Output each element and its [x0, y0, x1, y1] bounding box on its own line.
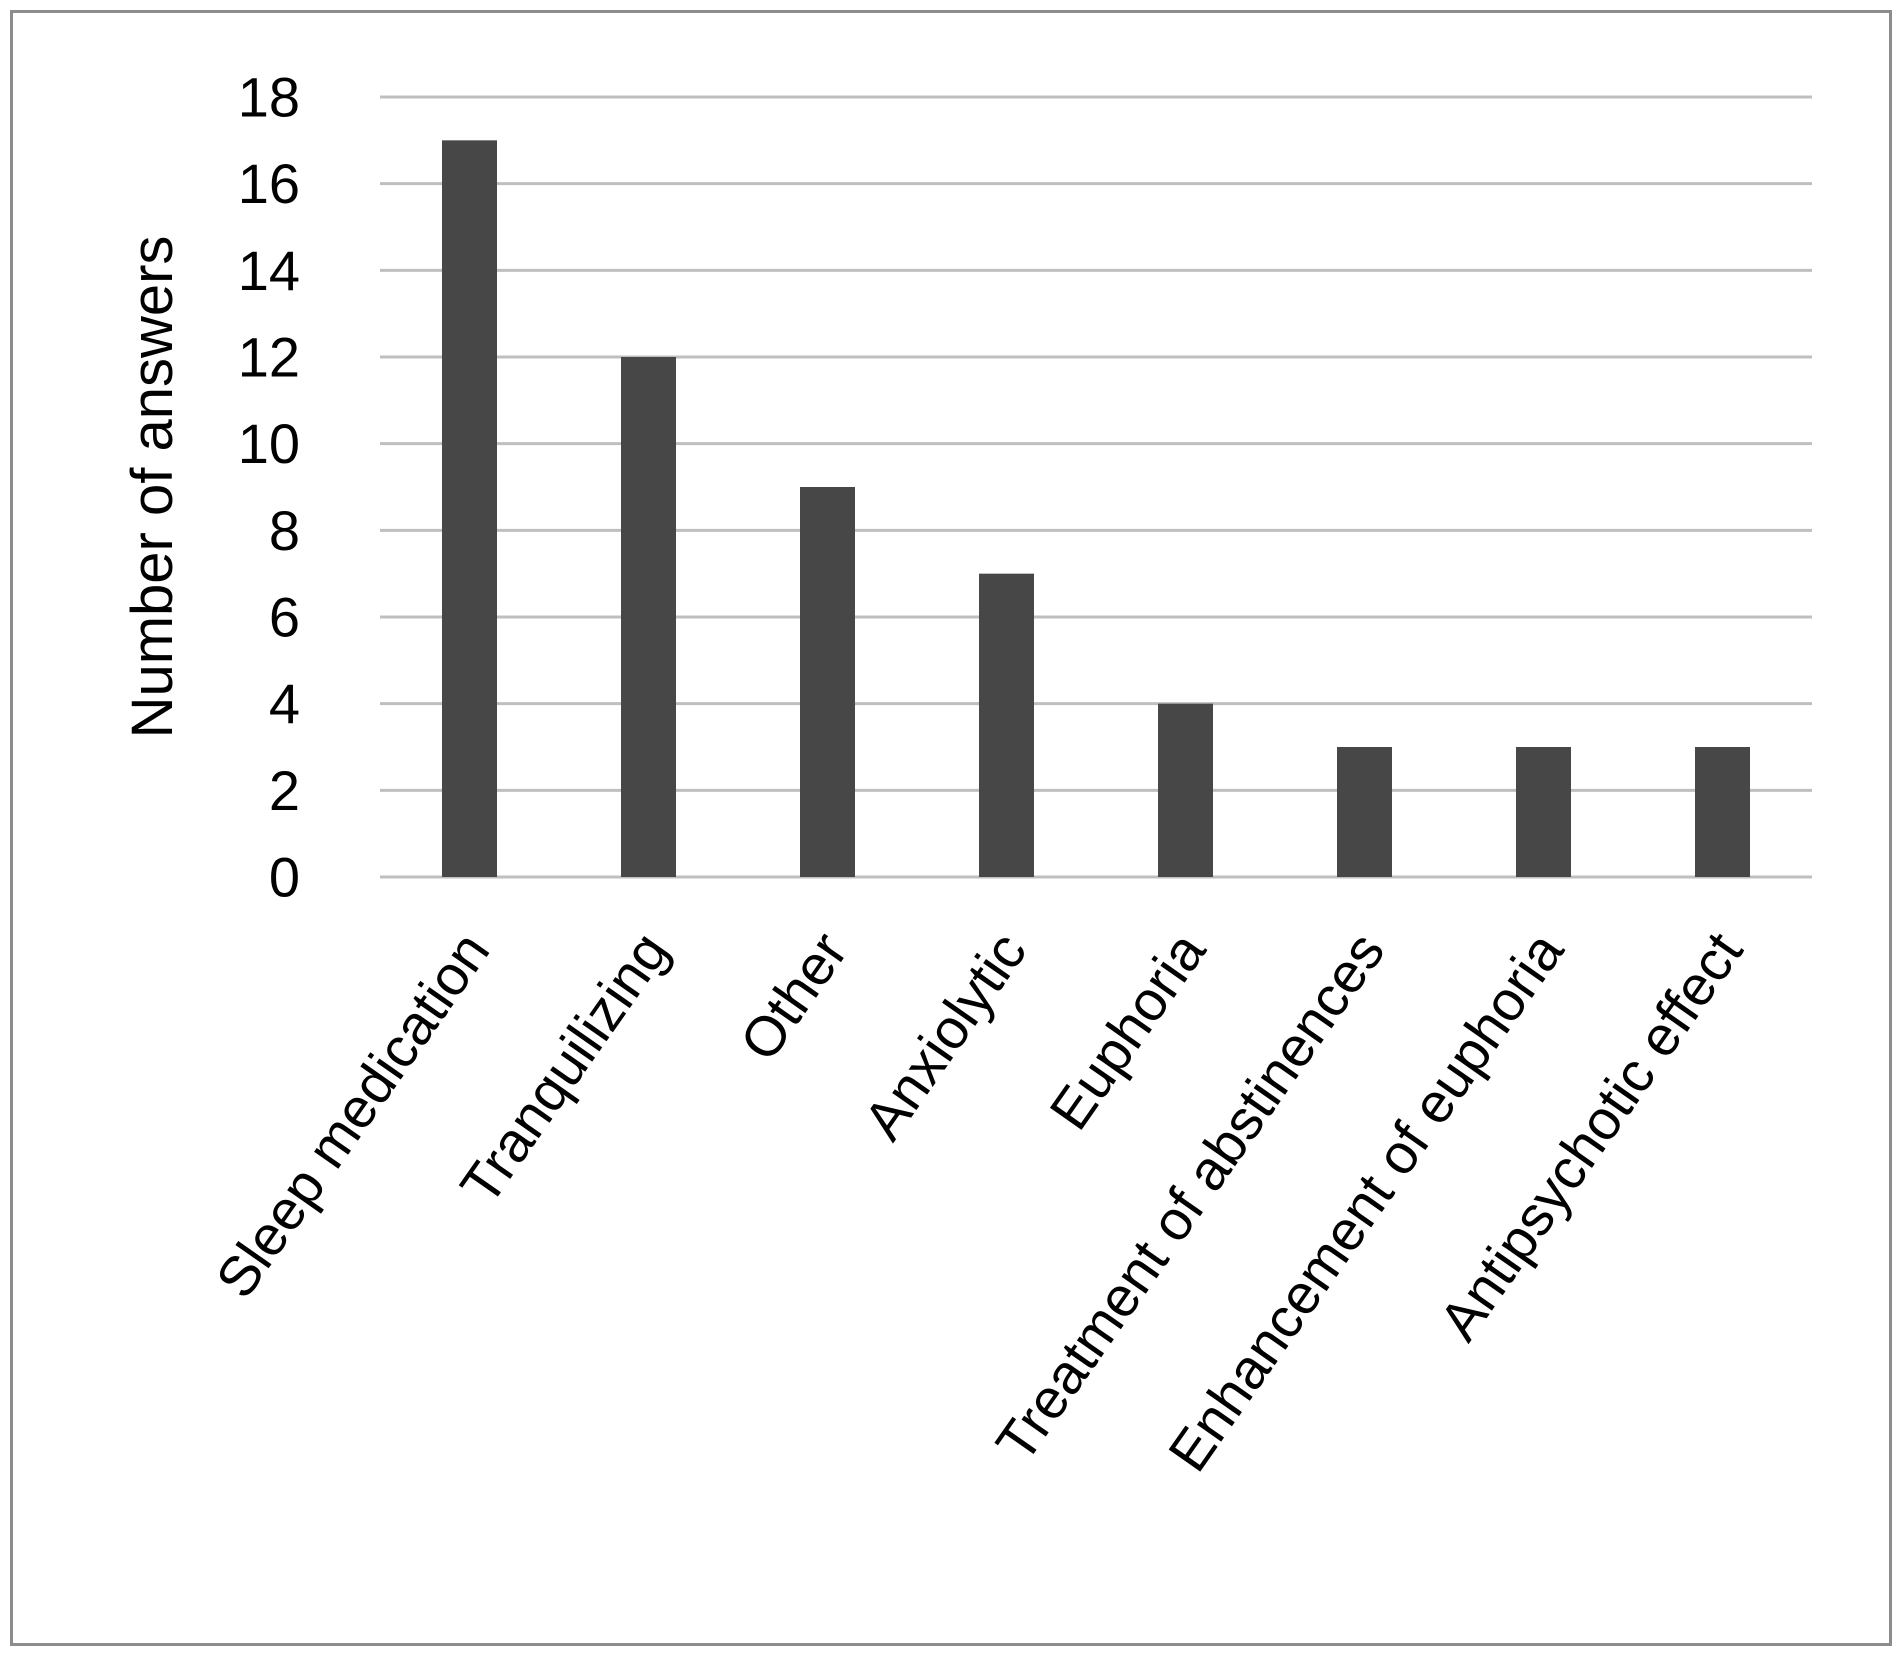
y-axis-ticks: 0 2 4 6 8 10 12 14 16 18 [238, 66, 300, 909]
x-category-label: Antipsychotic effect [1427, 920, 1755, 1351]
chart-frame [10, 10, 1892, 1646]
y-tick-label: 16 [238, 152, 300, 215]
bar [442, 140, 497, 878]
x-category-label: Other [727, 921, 859, 1072]
bar [979, 573, 1034, 877]
y-tick-label: 10 [238, 412, 300, 475]
bar [800, 487, 855, 877]
y-tick-label: 2 [269, 759, 300, 822]
bar [1158, 703, 1213, 877]
y-tick-label: 18 [238, 66, 300, 129]
x-category-label: Anxiolytic [851, 921, 1038, 1151]
y-tick-label: 4 [269, 672, 300, 735]
bar [1695, 747, 1750, 877]
y-tick-label: 8 [269, 499, 300, 562]
gridlines [380, 95, 1812, 879]
bars [442, 140, 1750, 878]
x-category-label: Sleep medication [203, 921, 501, 1309]
bar [621, 357, 676, 877]
bar [1516, 747, 1571, 877]
y-tick-label: 12 [238, 326, 300, 389]
y-axis-title: Number of answers [120, 236, 185, 739]
y-tick-label: 0 [269, 846, 300, 909]
y-tick-label: 14 [238, 239, 300, 302]
x-category-label: Euphoria [1037, 920, 1218, 1140]
y-tick-label: 6 [269, 586, 300, 649]
bar [1337, 747, 1392, 877]
